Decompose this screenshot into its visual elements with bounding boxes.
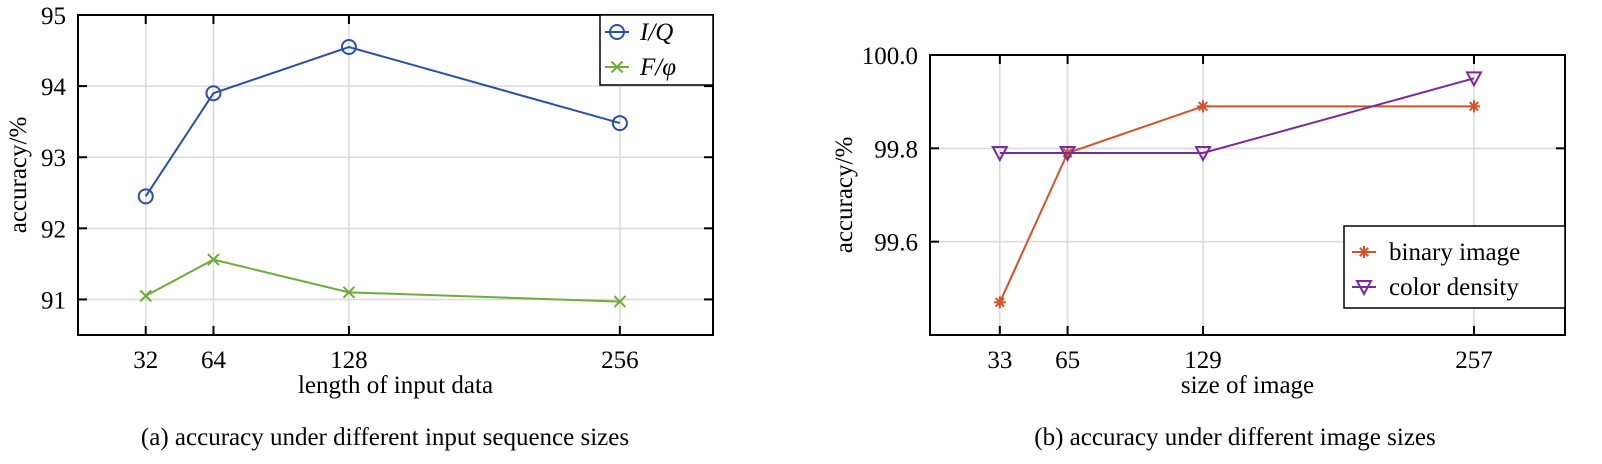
x-tick-label: 129 (1184, 347, 1222, 374)
data-point (993, 296, 1006, 309)
data-point (1197, 100, 1210, 113)
data-point (991, 146, 1009, 163)
y-tick-label: 91 (41, 287, 66, 314)
y-tick-label: 93 (41, 145, 66, 172)
x-tick-label: 256 (601, 347, 639, 374)
data-point (342, 286, 356, 299)
legend-label: color density (1389, 274, 1519, 301)
legend-label: I/Q (639, 19, 673, 46)
series-line (999, 77, 1475, 154)
y-tick-label: 99.8 (874, 136, 918, 163)
y-tick-label: 99.6 (874, 230, 918, 257)
data-point (207, 253, 220, 266)
plot-frame (929, 54, 1566, 336)
data-point (1058, 146, 1077, 163)
x-tick-label: 65 (1055, 347, 1080, 374)
data-point (613, 295, 627, 308)
x-axis-label: length of input data (298, 372, 493, 399)
x-tick-label: 257 (1455, 347, 1493, 374)
chart-caption: (b) accuracy under different image sizes (1034, 424, 1435, 451)
y-axis-label: accuracy/% (5, 117, 32, 234)
data-point (1467, 100, 1480, 113)
series-line (145, 258, 620, 303)
legend-box (1343, 225, 1566, 309)
x-tick-label: 32 (133, 347, 158, 374)
y-tick-label: 92 (41, 216, 66, 243)
legend-marker (1358, 246, 1370, 258)
data-point (1194, 146, 1212, 163)
series-line (998, 105, 1474, 303)
data-point (137, 188, 154, 205)
data-point (1465, 71, 1483, 88)
legend-label: binary image (1389, 239, 1520, 266)
data-point (340, 39, 357, 55)
chart-a: 32 64 128 256 91 92 93 94 95 length of input data… (5, 3, 714, 451)
data-point (205, 85, 222, 102)
y-tick-label: 94 (41, 74, 67, 101)
series-line (144, 45, 621, 197)
x-tick-label: 64 (201, 347, 227, 374)
legend-marker (610, 60, 624, 74)
x-tick-label: 33 (987, 347, 1012, 374)
data-point (611, 115, 628, 132)
chart-caption: (a) accuracy under different input seque… (141, 424, 629, 451)
x-tick-label: 128 (330, 347, 368, 374)
legend-marker (1355, 280, 1373, 297)
legend-marker (609, 24, 625, 40)
y-tick-label: 95 (41, 3, 66, 30)
y-tick-label: 100.0 (862, 43, 918, 70)
chart-b: 33 65 129 257 99.6 99.8 100.0 size of image accu… (831, 43, 1566, 451)
x-axis-label: size of image (1181, 372, 1314, 399)
y-axis-label: accuracy/% (831, 137, 858, 254)
legend-box (599, 14, 714, 86)
plot-frame (77, 14, 714, 336)
data-point (139, 289, 152, 303)
legend-label: F/φ (639, 54, 676, 81)
